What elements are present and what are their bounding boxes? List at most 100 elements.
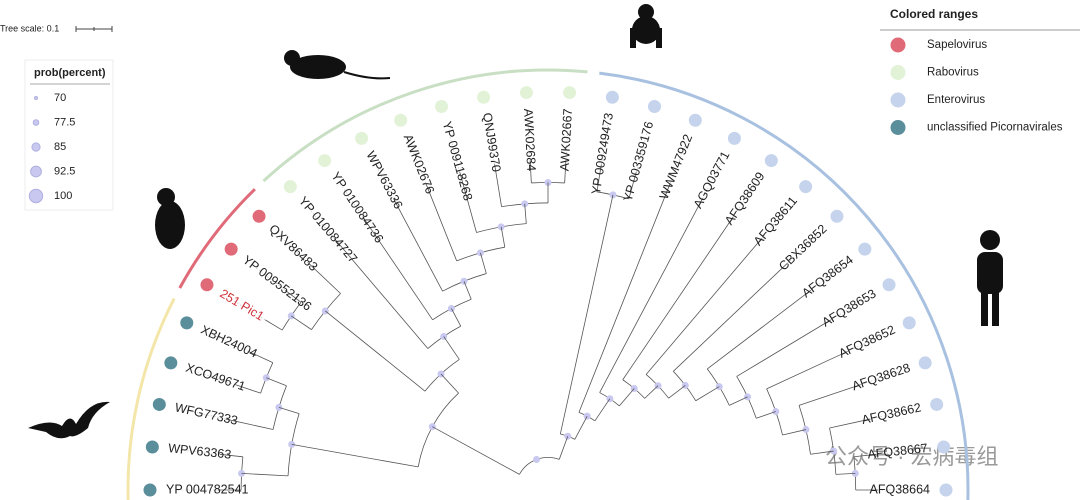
branch xyxy=(265,320,282,330)
branch xyxy=(696,387,719,401)
leaf-dot xyxy=(200,278,213,291)
leaf-label: AFQ38611 xyxy=(751,194,800,248)
branch xyxy=(767,351,848,388)
leaf-label: YP 004782541 xyxy=(166,482,249,496)
leaf-label: AFQ38652 xyxy=(837,323,898,361)
branch xyxy=(325,311,425,391)
branch xyxy=(451,308,460,326)
branch xyxy=(575,416,587,439)
leaf-label: WFG77333 xyxy=(174,400,239,427)
leaf-label: YP 009118268 xyxy=(440,120,475,202)
size-key-label: 85 xyxy=(54,141,66,153)
branch xyxy=(600,198,703,392)
branch xyxy=(707,290,810,369)
branch xyxy=(393,198,442,291)
node xyxy=(533,456,540,463)
size-legend-title: prob(percent) xyxy=(34,67,106,79)
branch xyxy=(426,183,457,260)
scale-bar xyxy=(76,26,112,32)
leaf-label: XCO49671 xyxy=(184,361,247,394)
size-key xyxy=(31,166,42,177)
branch xyxy=(501,227,505,247)
leaf-label: WPV63336 xyxy=(364,149,406,211)
leaf-dot xyxy=(937,440,950,453)
branch xyxy=(444,336,460,359)
leaf-label: XBH24004 xyxy=(199,323,260,361)
leaf-dot xyxy=(903,316,916,329)
range-key xyxy=(891,120,906,135)
leaf-label: AWK02667 xyxy=(558,108,575,171)
leaf-label: AFQ38654 xyxy=(799,253,856,301)
leaf-dot xyxy=(765,154,778,167)
size-key xyxy=(29,189,42,202)
range-key xyxy=(891,93,906,108)
range-arc xyxy=(180,189,255,288)
leaf-label: AFQ38628 xyxy=(850,361,912,394)
leaf-dot xyxy=(648,100,661,113)
leaf-dot xyxy=(225,243,238,256)
range-key-label: unclassified Picornavirales xyxy=(927,122,1063,134)
leaf-dot xyxy=(930,398,943,411)
leaf-label: AWK02684 xyxy=(521,108,538,171)
leaf-label: WPV63363 xyxy=(168,441,232,462)
leaf-label: YP 009249473 xyxy=(589,112,616,196)
branch xyxy=(737,320,831,377)
range-key-label: Sapelovirus xyxy=(927,39,987,51)
size-key-label: 100 xyxy=(54,190,72,202)
range-key xyxy=(891,65,906,80)
branch xyxy=(645,386,658,399)
tree-scale-label: Tree scale: 0.1 xyxy=(0,23,59,33)
leaf-label: AGQ03771 xyxy=(691,149,733,211)
branch xyxy=(480,253,486,274)
leaf-dot xyxy=(144,484,157,497)
branch xyxy=(441,374,459,393)
size-key-label: 92.5 xyxy=(54,165,75,177)
range-key-label: Rabovirus xyxy=(927,67,979,79)
branch xyxy=(242,473,289,476)
branch xyxy=(560,195,613,434)
leaf-dot xyxy=(940,484,953,497)
branch xyxy=(559,436,568,459)
branch xyxy=(279,407,299,413)
range-arc xyxy=(128,299,174,500)
leaf-dot xyxy=(799,180,812,193)
branch xyxy=(464,281,471,299)
branch xyxy=(579,183,670,412)
leaf-dot xyxy=(355,132,368,145)
silhouettes xyxy=(28,4,1003,438)
branch xyxy=(729,397,747,406)
range-key-label: Enterovirus xyxy=(927,94,985,106)
size-legend-box xyxy=(25,60,113,210)
size-key xyxy=(32,143,40,151)
leaf-dot xyxy=(520,86,533,99)
leaf-dot xyxy=(318,154,331,167)
leaf-dot xyxy=(919,356,932,369)
branch xyxy=(756,412,776,419)
branch xyxy=(799,385,861,406)
branch xyxy=(266,378,286,386)
branch xyxy=(669,385,686,398)
leaf-dot xyxy=(435,100,448,113)
leaf-label: AWK02676 xyxy=(401,132,437,196)
branch xyxy=(623,217,733,380)
size-key xyxy=(35,97,38,100)
tree-figure: Tree scale: 0.1 prob(percent) Colored ra… xyxy=(0,0,1080,500)
range-arc xyxy=(599,73,968,500)
branch xyxy=(783,430,806,435)
branch xyxy=(292,444,418,466)
branch xyxy=(595,399,610,421)
leaf-dot xyxy=(394,114,407,127)
size-key-label: 77.5 xyxy=(54,116,75,128)
leaf-label: AFQ38653 xyxy=(820,286,879,329)
leaf-label: AFQ38662 xyxy=(860,400,922,427)
range-legend-title: Colored ranges xyxy=(890,7,978,21)
leaf-dot xyxy=(858,243,871,256)
branch xyxy=(619,388,634,405)
leaf-dot xyxy=(477,91,490,104)
range-key xyxy=(891,38,906,53)
leaf-dot xyxy=(563,86,576,99)
leaf-dot xyxy=(253,210,266,223)
leaf-label: QXV86483 xyxy=(266,222,320,274)
size-key xyxy=(33,120,39,126)
leaf-dot xyxy=(606,91,619,104)
